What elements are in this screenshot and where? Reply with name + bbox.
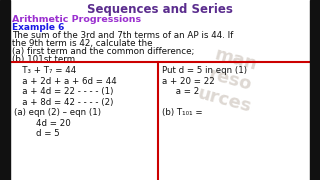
Text: man
reso
urces: man reso urces [196, 44, 264, 116]
Text: The sum of the 3rd and 7th terms of an AP is 44. If: The sum of the 3rd and 7th terms of an A… [12, 31, 233, 40]
Text: 4d = 20: 4d = 20 [14, 118, 71, 127]
Bar [0, 0, 10, 180]
Text: a + 2d + a + 6d = 44: a + 2d + a + 6d = 44 [14, 76, 117, 86]
Text: a + 8d = 42 - - - - (2): a + 8d = 42 - - - - (2) [14, 98, 113, 107]
Text: the 9th term is 42, calculate the: the 9th term is 42, calculate the [12, 39, 153, 48]
Text: (b) 101st term.: (b) 101st term. [12, 55, 78, 64]
Text: a + 20 = 22: a + 20 = 22 [162, 76, 215, 86]
Bar [310, 0, 320, 180]
Text: Put d = 5 in eqn (1): Put d = 5 in eqn (1) [162, 66, 247, 75]
Text: d = 5: d = 5 [14, 129, 60, 138]
Text: (a) eqn (2) – eqn (1): (a) eqn (2) – eqn (1) [14, 108, 101, 117]
Text: a + 4d = 22 - - - - (1): a + 4d = 22 - - - - (1) [14, 87, 113, 96]
Text: Sequences and Series: Sequences and Series [87, 3, 233, 16]
Text: (a) first term and the common difference;: (a) first term and the common difference… [12, 47, 194, 56]
Text: Example 6: Example 6 [12, 23, 64, 32]
Text: Arithmetic Progressions: Arithmetic Progressions [12, 15, 141, 24]
Text: (b) T₁₀₁ =: (b) T₁₀₁ = [162, 108, 203, 117]
Text: T₃ + T₇ = 44: T₃ + T₇ = 44 [14, 66, 76, 75]
Text: a = 2: a = 2 [162, 87, 199, 96]
